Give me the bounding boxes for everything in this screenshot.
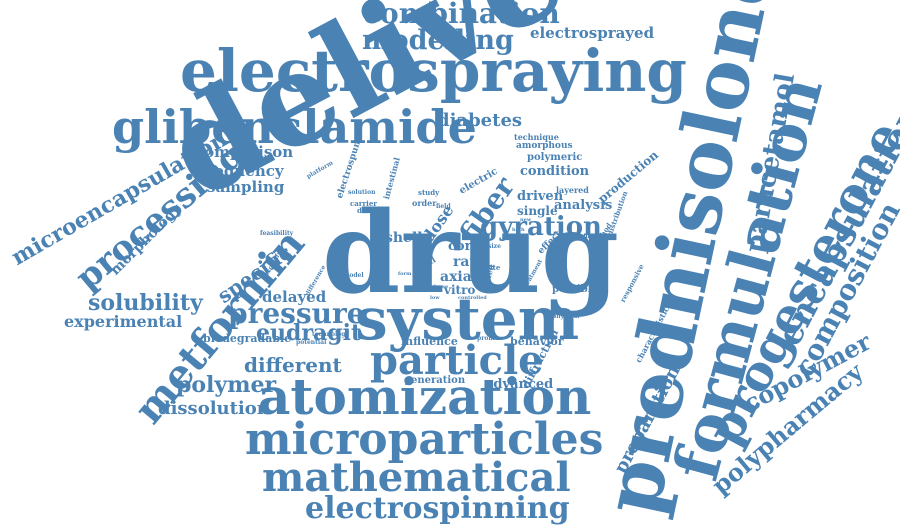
word: model — [343, 272, 364, 279]
word: dissolution — [158, 398, 270, 419]
word: single — [517, 204, 558, 218]
word: driven — [517, 189, 564, 204]
word: amorphous — [516, 141, 573, 151]
word: electrospinning — [305, 491, 570, 526]
word: particle — [370, 337, 544, 384]
word: solubility — [88, 290, 203, 316]
word: profile — [477, 335, 499, 342]
word: electrosprayed — [530, 24, 655, 42]
word: controlled — [458, 295, 487, 301]
word: combination — [363, 0, 560, 30]
word: influence — [401, 335, 458, 348]
word: pressure — [228, 297, 365, 330]
word: behavior — [510, 335, 564, 348]
word: delayed — [262, 288, 327, 306]
word: feasibility — [260, 230, 294, 237]
word: advanced — [485, 377, 554, 392]
word: technology — [312, 331, 349, 338]
word: core — [448, 239, 480, 254]
word: modelling — [362, 25, 514, 56]
word: eudragit — [256, 320, 362, 346]
word: condition — [520, 164, 590, 179]
word: drug — [322, 188, 620, 319]
word: size — [488, 243, 501, 250]
word: solution — [348, 189, 376, 196]
word: different — [244, 353, 342, 377]
word: frequency — [200, 162, 284, 180]
word: low — [430, 295, 440, 301]
word: technique — [514, 132, 559, 142]
word: biodegradable — [203, 332, 292, 345]
word: site — [486, 263, 501, 272]
word: experimental — [64, 312, 183, 331]
word: diameter — [573, 233, 604, 240]
word: vitro — [444, 283, 476, 297]
word: shell — [385, 230, 423, 246]
word: layered — [556, 185, 589, 195]
word: polymeric — [527, 152, 583, 163]
word: possible — [552, 284, 598, 295]
word: potential — [296, 339, 327, 346]
word: rate — [453, 254, 485, 270]
word: comparison — [195, 143, 294, 161]
word: high — [512, 227, 525, 233]
word: form — [398, 271, 412, 277]
word: generation — [404, 375, 466, 386]
word: double — [357, 206, 384, 215]
word: glibenclamide — [112, 100, 477, 154]
word: field — [436, 203, 451, 210]
word: diabetes — [437, 110, 523, 131]
word: analysis — [554, 198, 613, 213]
word: release — [428, 284, 449, 290]
word: new — [520, 217, 532, 223]
word: axial — [440, 269, 478, 285]
word: electrospraying — [180, 37, 687, 105]
word: polymer — [176, 372, 277, 398]
word: physical — [552, 313, 580, 320]
word: study — [418, 188, 440, 197]
word: atomization — [258, 367, 592, 426]
word: carrier — [350, 199, 377, 208]
word: sampling — [207, 178, 285, 196]
word: microparticles — [245, 414, 604, 465]
word: system — [355, 285, 580, 353]
word: gyration — [480, 212, 602, 242]
word: mathematical — [262, 454, 571, 501]
word: order — [412, 198, 437, 208]
